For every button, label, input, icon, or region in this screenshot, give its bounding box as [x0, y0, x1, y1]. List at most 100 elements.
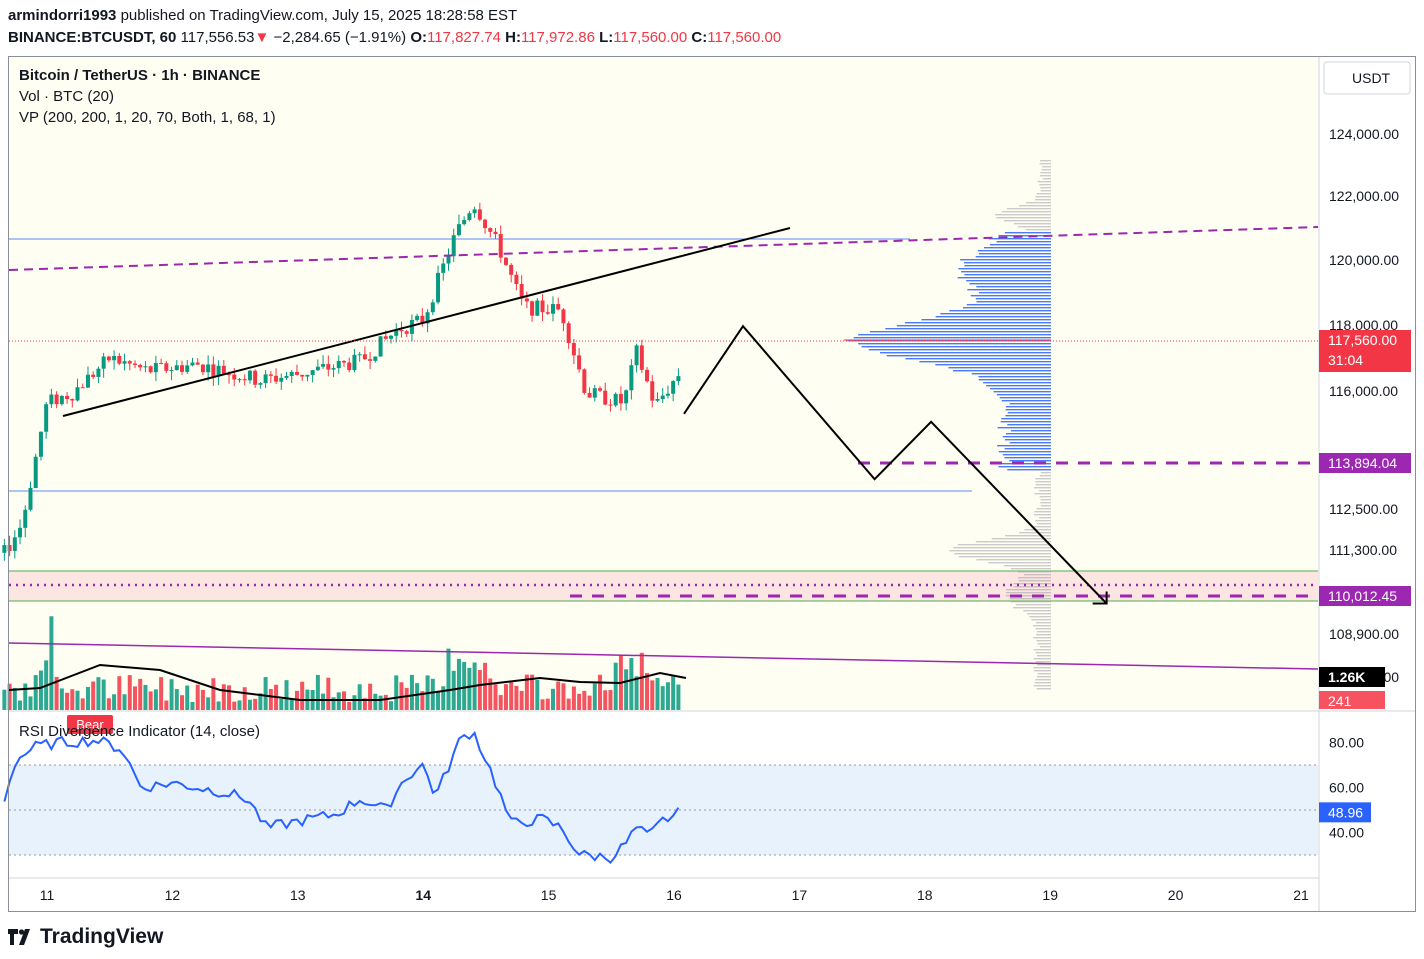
candle-body — [23, 509, 28, 528]
vp-bar — [999, 397, 1051, 399]
candle-body — [190, 362, 195, 366]
vp-bar — [953, 547, 1051, 549]
candle-body — [341, 360, 346, 363]
symbol-name[interactable]: BINANCE:BTCUSDT, 60 — [8, 29, 177, 46]
volume-bar — [436, 692, 441, 710]
chart-title[interactable]: Bitcoin / TetherUS · 1h · BINANCE — [19, 67, 261, 84]
vp-bar — [1035, 679, 1051, 681]
volume-legend[interactable]: Vol · BTC (20) — [19, 88, 115, 105]
author-name[interactable]: armindorri1993 — [8, 7, 117, 24]
vp-bar — [967, 289, 1051, 291]
candle-body — [451, 235, 456, 257]
volume-bar — [180, 695, 185, 710]
candle-body — [117, 355, 122, 364]
vp-bar — [993, 391, 1051, 393]
volume-bar — [33, 675, 38, 710]
ohlc-high: 117,972.86 — [520, 29, 595, 46]
vp-bar — [1031, 526, 1051, 528]
volume-bar — [545, 698, 550, 710]
candle-body — [106, 356, 111, 361]
candle-body — [389, 335, 394, 339]
volume-bar — [347, 701, 352, 710]
price-tick-label: 108,900.00 — [1329, 626, 1399, 642]
candle-body — [530, 301, 535, 316]
volume-bar — [404, 687, 409, 710]
candle-body — [430, 302, 435, 313]
volume-bar — [242, 687, 247, 710]
vp-bar — [998, 451, 1051, 453]
vp-bar — [1034, 682, 1051, 684]
volume-bar — [153, 689, 158, 710]
time-tick-label: 15 — [541, 887, 557, 903]
volume-bar — [598, 674, 603, 710]
volume-profile-legend[interactable]: VP (200, 200, 1, 20, 70, Both, 1, 68, 1) — [19, 109, 276, 126]
volume-bar — [383, 694, 388, 710]
volume-bar — [127, 675, 132, 710]
volume-bar — [462, 661, 467, 710]
vp-bar — [1019, 532, 1051, 534]
vp-bar — [1036, 193, 1051, 195]
vp-bar — [957, 544, 1051, 546]
candle-body — [394, 329, 399, 336]
vp-bar — [1023, 610, 1051, 612]
vp-bar — [964, 262, 1051, 264]
candle-body — [274, 375, 279, 382]
time-tick-label: 11 — [40, 887, 55, 903]
vp-bar — [1035, 520, 1051, 522]
volume-bar — [524, 674, 529, 710]
vp-bar — [996, 241, 1051, 243]
tradingview-icon — [8, 929, 30, 945]
vp-bar — [1001, 211, 1051, 213]
symbol-info: BINANCE:BTCUSDT, 60 117,556.53▼ −2,284.6… — [8, 29, 782, 46]
volume-bar — [608, 689, 613, 710]
price-tick-label: 111,300.00 — [1329, 542, 1397, 558]
candle-body — [514, 274, 519, 284]
vp-bar — [1011, 568, 1051, 570]
volume-bar — [634, 676, 639, 710]
vp-bar — [975, 298, 1051, 300]
volume-bar — [164, 700, 169, 710]
candle-body — [650, 381, 655, 401]
volume-bar — [493, 684, 498, 710]
vp-bar — [1004, 232, 1051, 234]
vp-bar — [960, 259, 1051, 261]
vp-bar — [885, 328, 1051, 330]
vp-bar — [961, 271, 1051, 273]
tradingview-logo[interactable]: TradingView — [8, 925, 163, 949]
volume-bar — [221, 684, 226, 710]
volume-bar — [331, 697, 336, 710]
volume-bar — [629, 658, 634, 710]
vp-bar — [1040, 502, 1051, 504]
vp-bar — [1037, 181, 1051, 183]
volume-bar — [138, 678, 143, 710]
candle-body — [85, 374, 90, 388]
volume-bar — [148, 691, 153, 710]
vp-bar — [935, 364, 1051, 366]
volume-bar — [80, 698, 85, 710]
rsi-legend[interactable]: RSI Divergence Indicator (14, close) — [19, 723, 260, 740]
volume-bar — [498, 695, 503, 710]
vp-bar — [1005, 415, 1051, 417]
candle-body — [159, 362, 164, 364]
vp-bar — [1033, 658, 1051, 660]
candle-body — [503, 257, 508, 265]
candle-body — [284, 375, 289, 378]
candle-body — [629, 365, 634, 391]
volume-bar — [200, 689, 205, 710]
candle-body — [211, 364, 216, 377]
projection-arrowhead — [1092, 591, 1108, 605]
candle-body — [577, 355, 582, 370]
vp-bar — [1037, 643, 1051, 645]
price-tick-label: 112,500.00 — [1329, 501, 1398, 517]
time-tick-label: 16 — [666, 887, 682, 903]
candle-body — [310, 370, 315, 375]
candle-body — [556, 304, 561, 310]
price-badge-label: 110,012.45 — [1328, 588, 1397, 604]
volume-bar — [106, 698, 111, 710]
candle-body — [352, 354, 357, 371]
candle-body — [321, 364, 326, 367]
rsi-badge — [1319, 802, 1371, 823]
volume-bar — [174, 689, 179, 710]
candle-body — [399, 329, 404, 332]
